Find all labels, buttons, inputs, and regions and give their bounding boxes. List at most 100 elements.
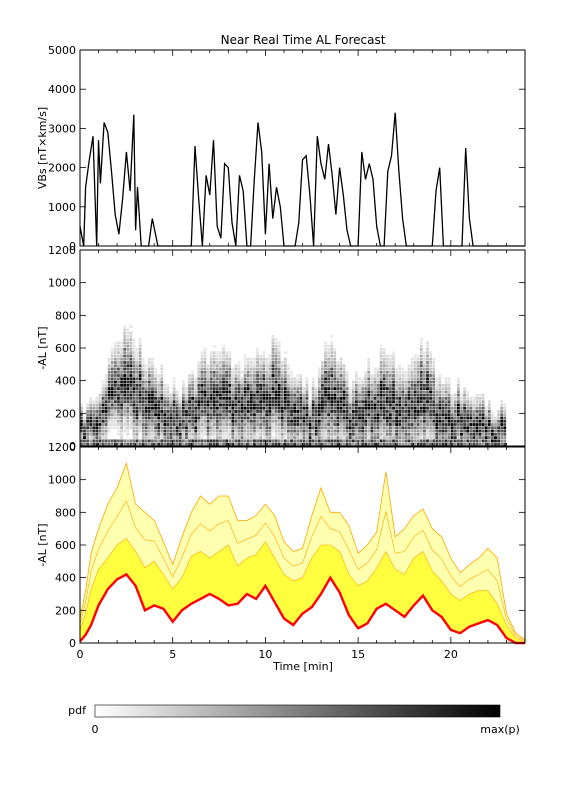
pdf-cell [160,374,164,377]
pdf-cell [438,413,442,417]
pdf-cell [392,442,395,446]
pdf-cell [345,380,349,384]
pdf-cell [302,423,306,426]
pdf-cell [175,416,179,420]
pdf-cell [395,374,398,377]
pdf-cell [426,383,429,387]
pdf-cell [117,413,120,417]
pdf-cell [215,397,219,400]
pdf-cell [138,364,142,368]
pdf-cell [497,416,500,420]
pdf-cell [113,377,117,381]
pdf-cell [253,357,256,361]
pdf-cell [104,416,108,420]
pdf-cell [321,380,324,384]
pdf-cell [494,416,497,420]
pdf-cell [160,383,164,387]
pdf-cell [117,354,120,358]
pdf-cell [481,416,485,420]
pdf-cell [330,416,334,420]
pdf-cell [389,361,392,364]
pdf-cell [265,413,269,417]
pdf-cell [370,413,374,417]
pdf-cell [410,426,414,430]
pdf-cell [271,403,275,407]
pdf-cell [413,419,417,423]
pdf-cell [339,367,343,371]
pdf-cell [351,416,355,420]
pdf-cell [355,432,358,436]
pdf-cell [194,383,198,387]
pdf-cell [419,416,423,420]
pdf-cell [438,403,442,407]
pdf-cell [305,387,309,390]
pdf-cell [113,357,117,361]
pdf-cell [447,383,451,387]
pdf-cell [256,370,259,374]
pdf-cell [262,439,266,443]
pdf-cell [117,351,120,355]
pdf-cell [348,387,352,390]
pdf-cell [419,377,423,381]
pdf-cell [416,429,420,433]
pdf-cell [92,413,96,417]
pdf-cell [333,419,337,423]
pdf-cell [305,383,309,387]
pdf-cell [429,423,432,426]
pdf-cell [129,344,133,348]
pdf-cell [355,377,358,381]
pdf-cell [126,426,130,430]
pdf-cell [132,400,136,404]
pdf-cell [317,383,321,387]
pdf-cell [333,374,337,377]
pdf-cell [268,374,272,377]
pdf-cell [157,397,161,400]
pdf-cell [163,442,167,446]
pdf-cell [141,374,145,377]
pdf-cell [138,348,142,351]
pdf-cell [457,419,460,423]
pdf-cell [432,419,436,423]
pdf-cell [197,383,201,387]
pdf-cell [283,361,287,364]
pdf-cell [265,387,269,390]
pdf-cell [293,403,297,407]
pdf-cell [404,436,408,439]
pdf-cell [330,344,334,348]
pdf-cell [444,439,448,443]
pdf-cell [339,442,343,446]
pdf-cell [330,354,334,358]
pdf-cell [410,367,414,371]
pdf-cell [416,419,420,423]
pdf-cell [206,432,210,436]
pdf-cell [327,364,330,368]
pdf-cell [157,387,161,390]
pdf-cell [404,419,408,423]
pdf-cell [256,406,259,410]
pdf-cell [194,400,198,404]
pdf-cell [219,370,222,374]
pdf-cell [466,390,470,394]
pdf-cell [342,416,346,420]
pdf-cell [379,383,383,387]
pdf-cell [191,377,195,381]
pdf-cell [95,403,99,407]
pdf-cell [373,393,377,397]
pdf-cell [287,393,290,397]
pdf-cell [222,354,225,358]
pdf-cell [262,442,266,446]
pdf-cell [351,380,355,384]
pdf-cell [345,400,349,404]
pdf-cell [135,370,139,374]
pdf-cell [234,367,238,371]
pdf-cell [265,400,269,404]
pdf-cell [225,361,229,364]
pdf-cell [370,416,374,420]
pdf-cell [147,397,151,400]
pdf-cell [237,423,241,426]
pdf-cell [157,423,161,426]
pdf-cell [398,370,402,374]
pdf-cell [185,393,188,397]
pdf-cell [129,380,133,384]
pdf-cell [89,442,93,446]
